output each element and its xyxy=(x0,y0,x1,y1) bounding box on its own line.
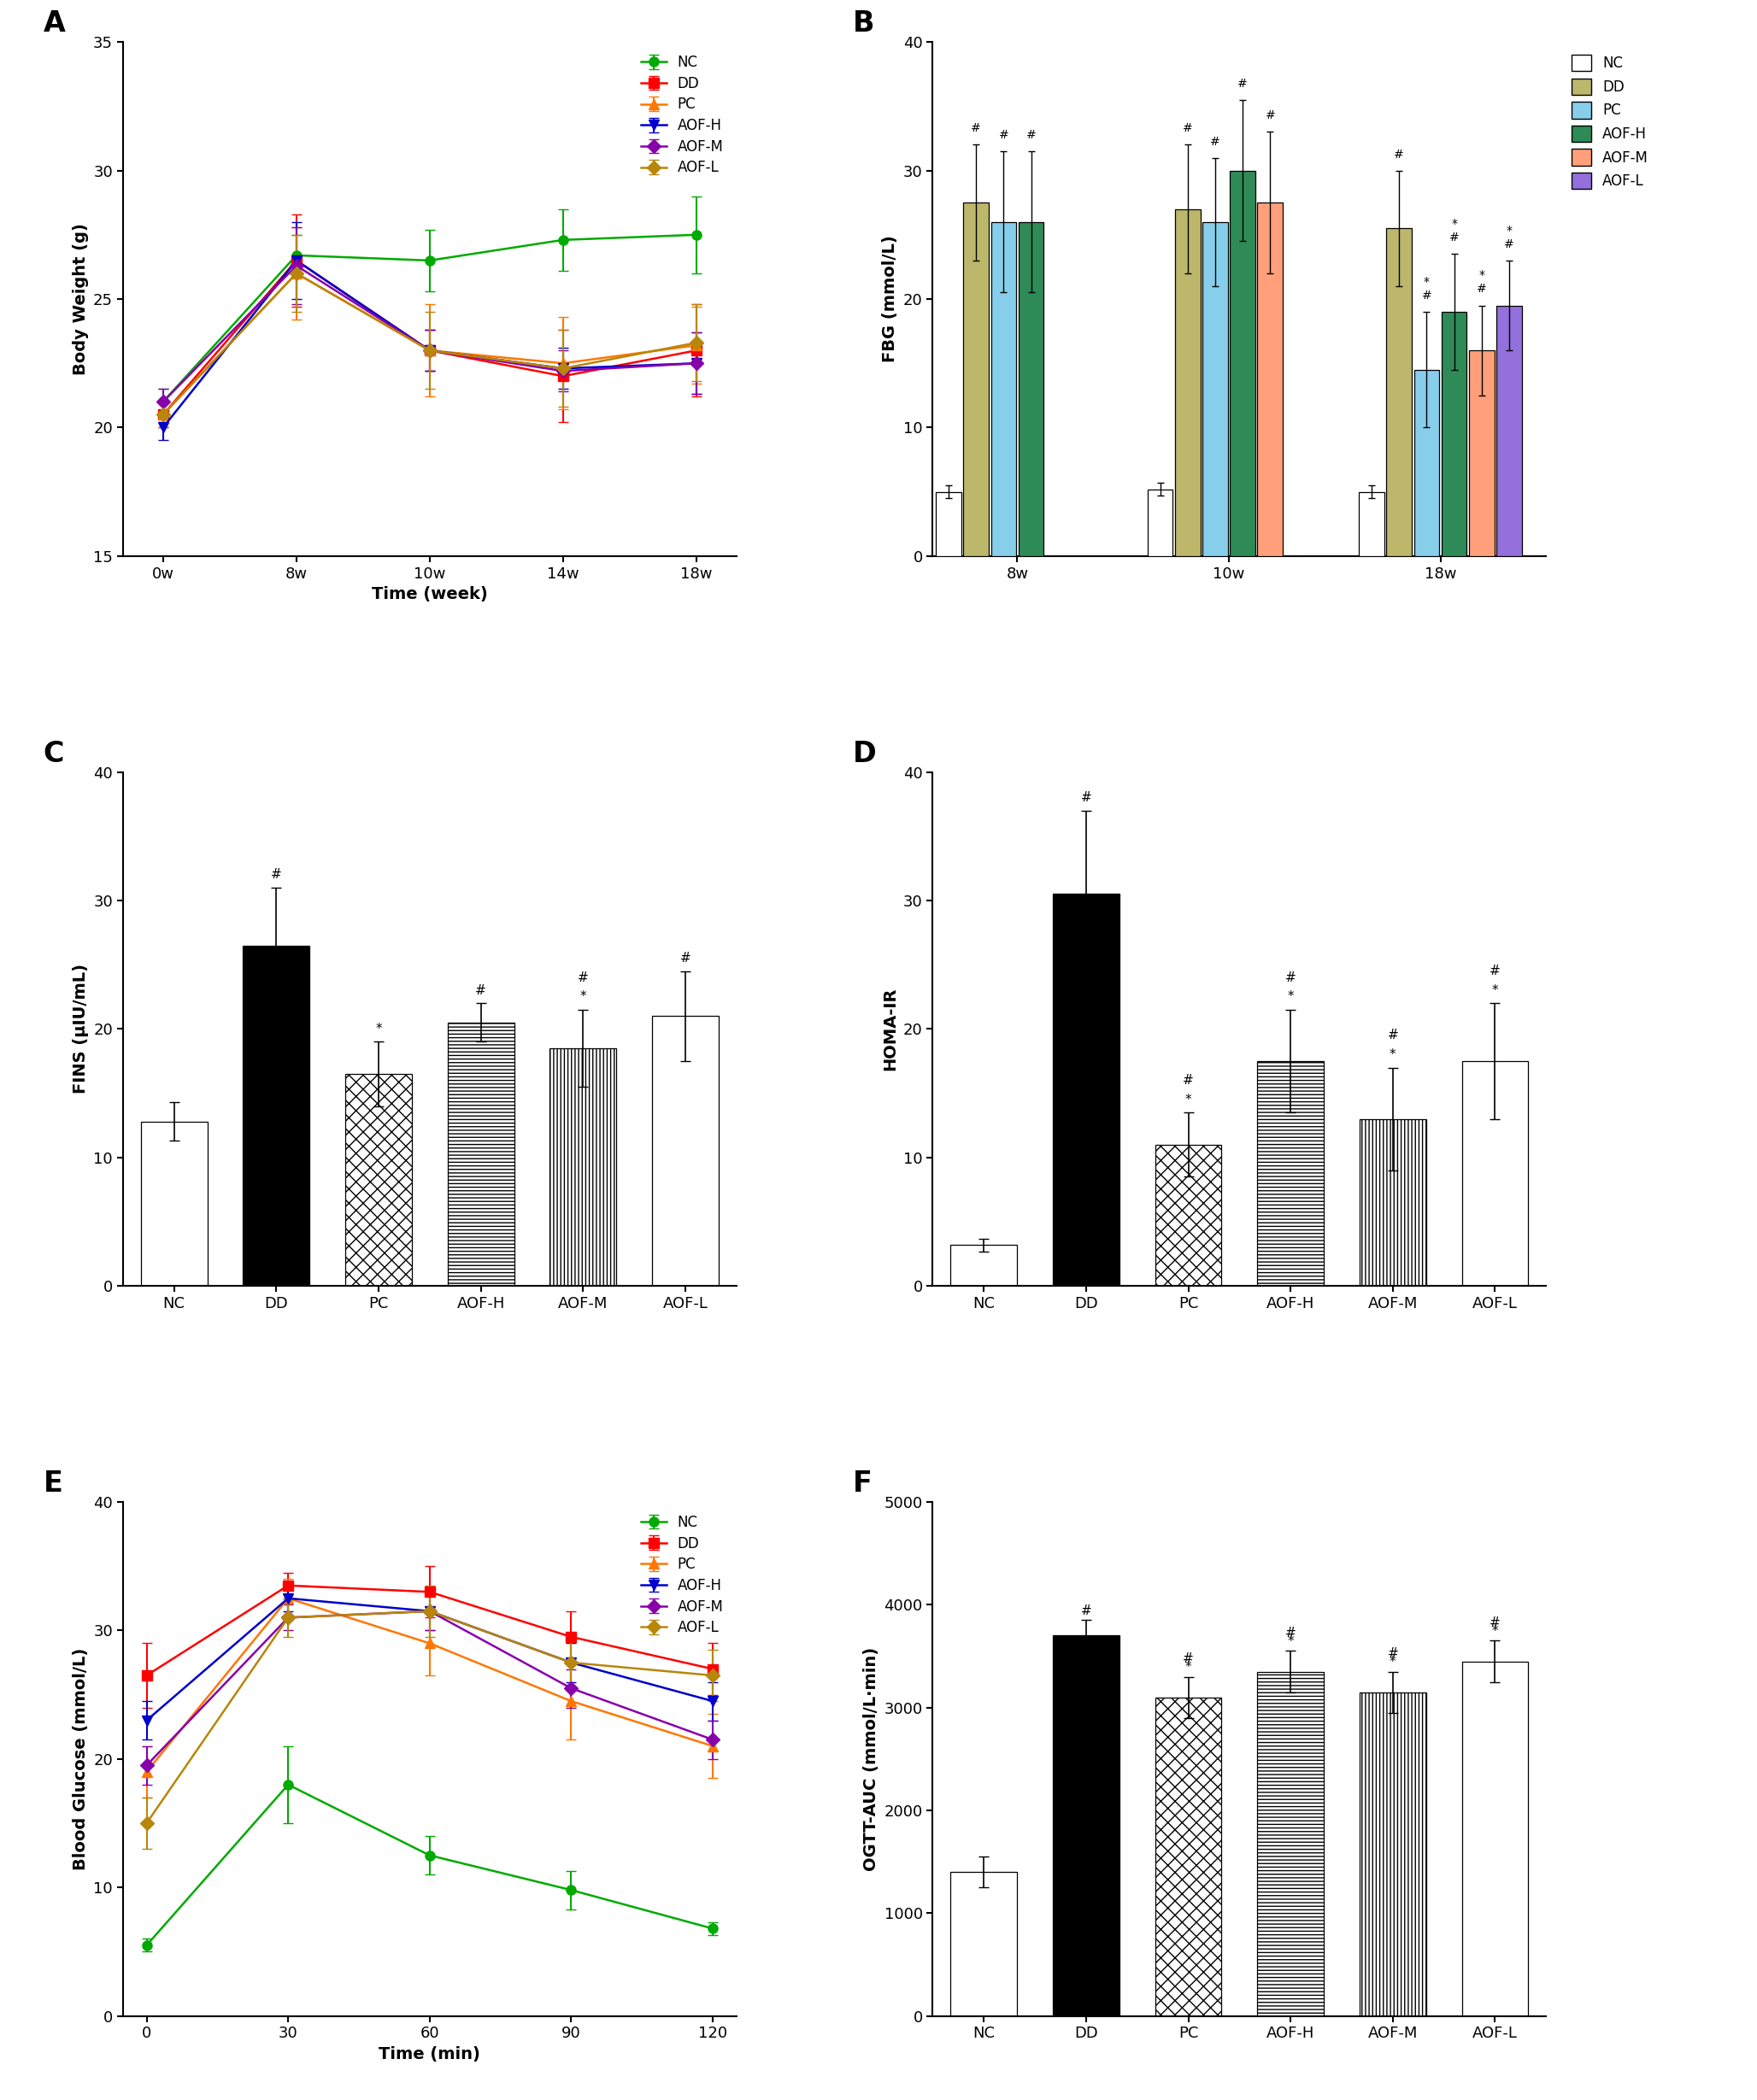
Text: *: * xyxy=(1390,1048,1397,1060)
Legend: NC, DD, PC, AOF-H, AOF-M, AOF-L: NC, DD, PC, AOF-H, AOF-M, AOF-L xyxy=(634,1510,729,1642)
Bar xyxy=(652,1016,719,1285)
Bar xyxy=(1019,223,1044,557)
X-axis label: Time (week): Time (week) xyxy=(372,586,488,603)
Text: *: * xyxy=(1288,1636,1293,1648)
Y-axis label: OGTT-AUC (mmol/L·min): OGTT-AUC (mmol/L·min) xyxy=(863,1646,878,1871)
Text: *: * xyxy=(1288,991,1293,1004)
Y-axis label: FBG (mmol/L): FBG (mmol/L) xyxy=(882,235,898,363)
Y-axis label: HOMA-IR: HOMA-IR xyxy=(882,987,898,1071)
Text: *: * xyxy=(1492,1625,1499,1638)
Bar xyxy=(1258,1672,1323,2016)
Text: #: # xyxy=(1211,134,1219,147)
Bar xyxy=(242,945,309,1285)
Bar xyxy=(1462,1060,1529,1285)
Bar xyxy=(1441,313,1467,556)
Text: #: # xyxy=(1026,128,1037,141)
Text: #: # xyxy=(1388,1029,1399,1042)
Text: A: A xyxy=(44,10,65,38)
Text: #: # xyxy=(998,128,1009,141)
Text: #: # xyxy=(578,970,589,985)
Bar xyxy=(1052,1636,1119,2016)
Bar xyxy=(951,1871,1017,2016)
Bar xyxy=(346,1073,411,1285)
Bar xyxy=(1258,1060,1323,1285)
Y-axis label: FINS (μIU/mL): FINS (μIU/mL) xyxy=(72,964,88,1094)
Text: #: # xyxy=(1182,1073,1193,1088)
Text: E: E xyxy=(44,1470,63,1497)
Text: D: D xyxy=(852,739,877,769)
Bar xyxy=(448,1023,515,1285)
Bar xyxy=(963,202,989,557)
Text: #: # xyxy=(1081,792,1091,804)
Text: *: * xyxy=(1184,1094,1191,1107)
Text: *
#: * # xyxy=(1504,225,1515,250)
Text: #: # xyxy=(1284,1628,1297,1640)
Bar xyxy=(1052,895,1119,1285)
Text: *: * xyxy=(1390,1655,1397,1669)
Y-axis label: Body Weight (g): Body Weight (g) xyxy=(72,223,88,376)
Bar xyxy=(1386,229,1413,557)
Bar xyxy=(1360,1119,1427,1285)
Text: *
#: * # xyxy=(1421,275,1432,302)
Bar xyxy=(1154,1144,1221,1285)
Text: #: # xyxy=(1284,970,1297,985)
Text: C: C xyxy=(44,739,65,769)
Bar xyxy=(1154,1697,1221,2016)
Text: #: # xyxy=(271,869,281,882)
Text: #: # xyxy=(680,951,691,964)
Text: #: # xyxy=(1237,78,1247,90)
Text: #: # xyxy=(1182,122,1193,134)
Bar xyxy=(1175,210,1200,556)
Legend: NC, DD, PC, AOF-H, AOF-M, AOF-L: NC, DD, PC, AOF-H, AOF-M, AOF-L xyxy=(634,48,729,181)
Text: #: # xyxy=(1388,1648,1399,1661)
Text: #: # xyxy=(972,122,980,134)
Text: #: # xyxy=(1182,1653,1193,1665)
Bar xyxy=(141,1121,207,1285)
Text: #: # xyxy=(476,985,487,997)
Text: *: * xyxy=(1184,1661,1191,1674)
Text: #: # xyxy=(1490,964,1500,979)
Text: #: # xyxy=(1081,1604,1091,1617)
Text: #: # xyxy=(1265,109,1276,122)
Y-axis label: Blood Glucose (mmol/L): Blood Glucose (mmol/L) xyxy=(72,1648,88,1871)
Text: *: * xyxy=(1492,985,1499,997)
Bar xyxy=(936,491,961,556)
Bar xyxy=(1230,170,1254,556)
Bar xyxy=(991,223,1016,557)
Bar xyxy=(1147,489,1172,557)
Bar xyxy=(1462,1661,1529,2016)
Bar xyxy=(1358,491,1385,556)
Bar xyxy=(550,1048,617,1285)
Text: *
#: * # xyxy=(1476,269,1486,296)
Bar xyxy=(1497,304,1522,556)
Text: *: * xyxy=(376,1023,381,1035)
Bar xyxy=(1202,223,1228,557)
Bar xyxy=(1469,351,1493,557)
X-axis label: Time (min): Time (min) xyxy=(380,2045,480,2062)
Text: *: * xyxy=(580,991,587,1004)
Bar xyxy=(951,1245,1017,1285)
Bar xyxy=(1258,202,1283,557)
Text: B: B xyxy=(852,10,875,38)
Text: #: # xyxy=(1393,149,1404,160)
Text: F: F xyxy=(852,1470,873,1497)
Bar xyxy=(1360,1693,1427,2016)
Text: #: # xyxy=(1490,1617,1500,1630)
Bar xyxy=(1414,370,1439,556)
Legend: NC, DD, PC, AOF-H, AOF-M, AOF-L: NC, DD, PC, AOF-H, AOF-M, AOF-L xyxy=(1565,48,1655,195)
Text: *
#: * # xyxy=(1450,218,1458,244)
